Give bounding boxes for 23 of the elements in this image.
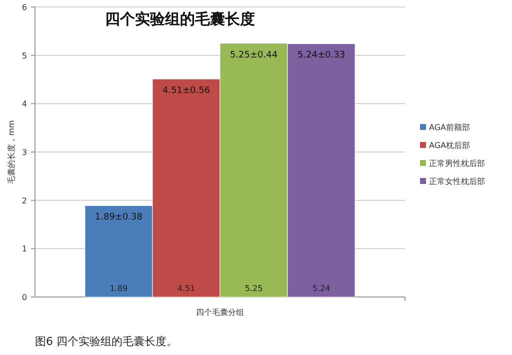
data-label: 1.89	[110, 284, 128, 293]
y-tick-label: 1	[22, 244, 27, 254]
annotation: 4.51±0.56	[162, 86, 210, 96]
legend-label: AGA枕后部	[429, 141, 470, 150]
data-label: 5.25	[244, 284, 263, 293]
legend-label: 正常女性枕后部	[429, 177, 485, 186]
data-label: 4.51	[177, 284, 196, 293]
y-axis-title: 毛囊的长度，mm	[7, 120, 16, 184]
data-label: 5.24	[312, 284, 330, 293]
y-tick-label: 2	[22, 196, 27, 206]
annotation: 5.24±0.33	[297, 50, 346, 61]
legend-label: 正常男性枕后部	[429, 159, 485, 168]
y-tick-label: 3	[22, 148, 27, 157]
caption: 图6 四个实验组的毛囊长度。	[35, 335, 178, 348]
chart-title: 四个实验组的毛囊长度	[105, 10, 255, 28]
annotation: 5.25±0.44	[230, 50, 278, 60]
legend-label: AGA前额部	[429, 123, 470, 132]
y-tick-label: 0	[22, 293, 27, 302]
y-tick-label: 4	[22, 100, 27, 109]
annotation: 1.89±0.38	[94, 212, 143, 223]
y-tick-label: 5	[22, 51, 27, 60]
y-tick-label: 6	[22, 3, 27, 12]
x-axis-title: 四个毛囊分组	[196, 308, 244, 317]
